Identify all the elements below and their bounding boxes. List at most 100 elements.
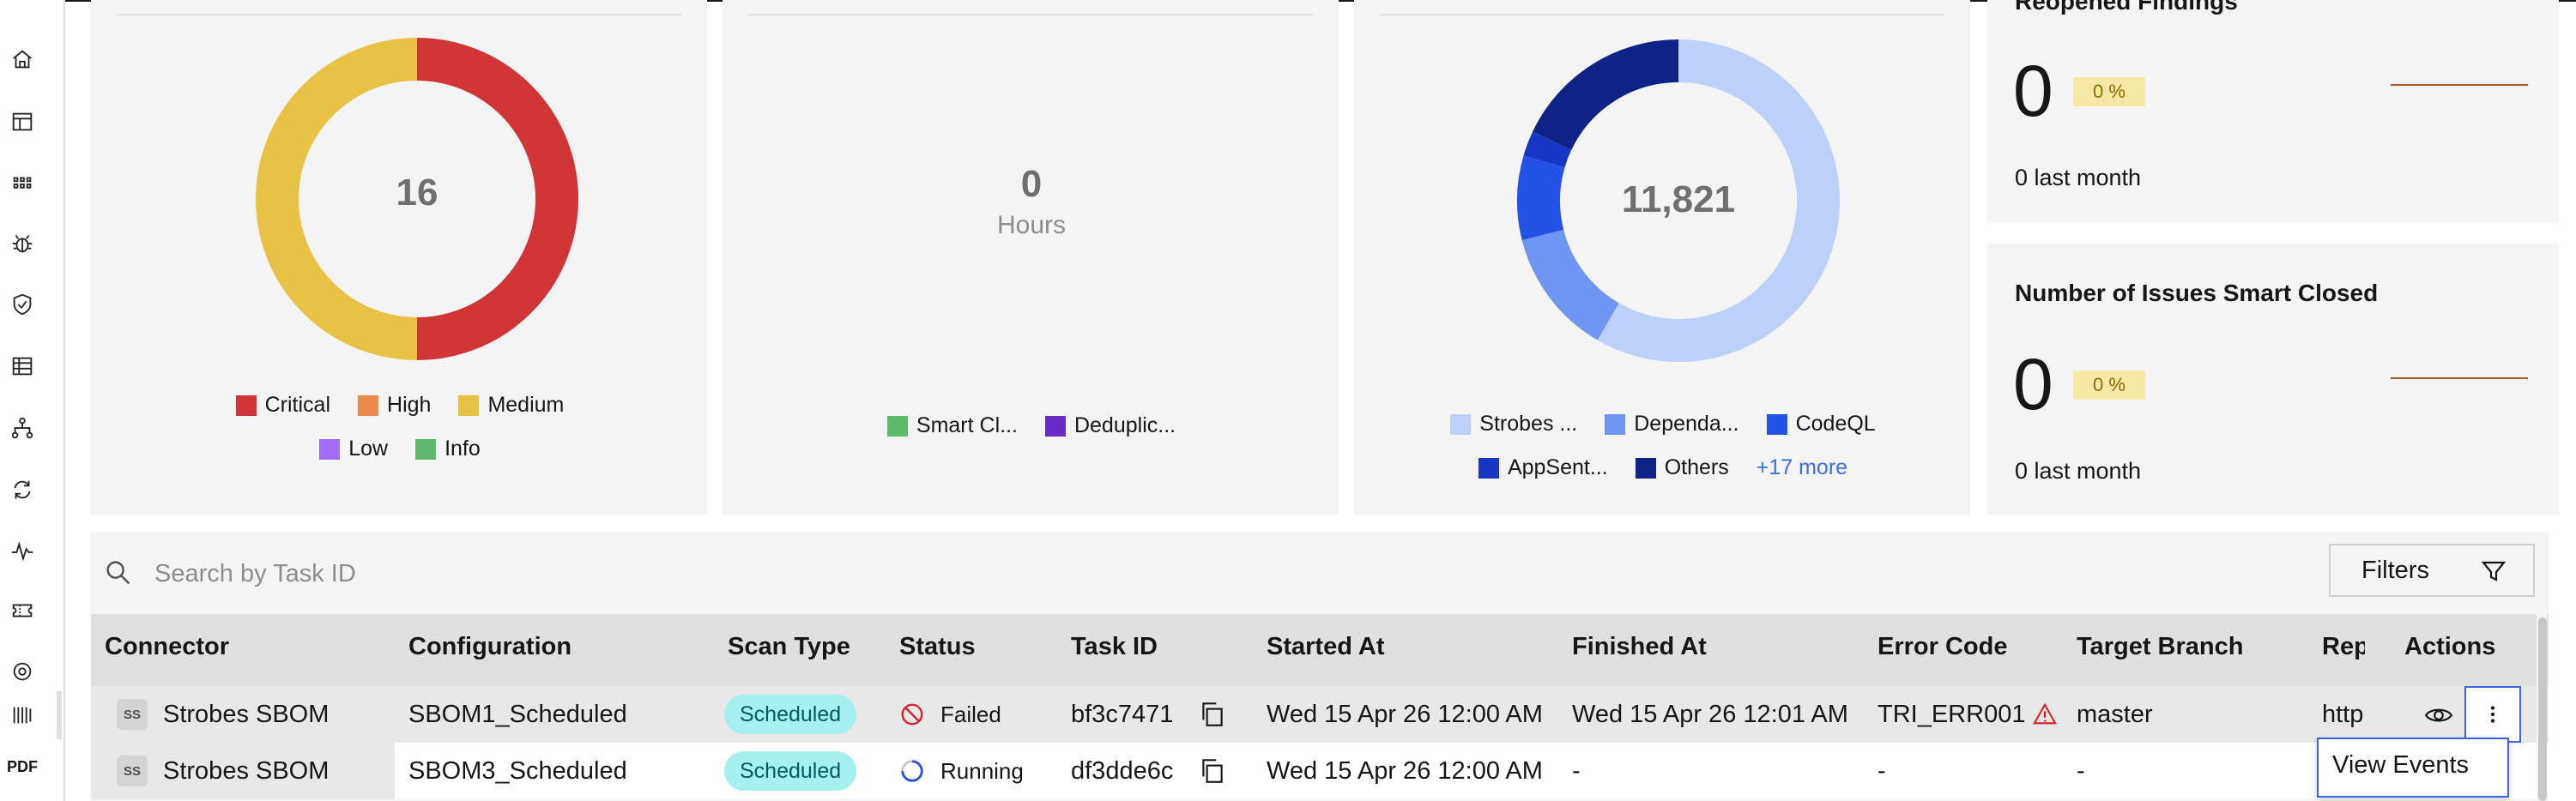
legend-swatch	[358, 394, 379, 416]
ticket-icon[interactable]	[3, 592, 41, 629]
scan-type-cell: Scheduled	[724, 686, 857, 743]
col-error-code[interactable]: Error Code	[1878, 633, 2008, 660]
donut-slice-critical[interactable]	[416, 38, 578, 360]
started-at-cell: Wed 15 Apr 26 12:00 AM	[1267, 700, 1543, 728]
connector-cell: SS Strobes SBOM	[117, 743, 329, 799]
hours-value: 0	[1020, 163, 1043, 205]
scan-type-tag: Scheduled	[724, 695, 857, 734]
legend-item[interactable]: Info	[415, 437, 481, 461]
view-button[interactable]	[2420, 696, 2458, 734]
pdf-export-button[interactable]: PDF	[7, 758, 38, 775]
scan-type-tag: Scheduled	[724, 751, 857, 791]
legend-swatch	[886, 415, 908, 437]
warning-icon[interactable]	[2032, 702, 2058, 727]
legend-item[interactable]: Dependa...	[1605, 412, 1739, 437]
home-icon[interactable]	[3, 40, 41, 78]
smart-closed-card: Number of Issues Smart Closed 0 0 % 0 la…	[1987, 244, 2559, 515]
status-cell: Running	[899, 743, 1024, 799]
kpi-sparkline	[2391, 84, 2528, 86]
overflow-menu-button[interactable]	[2464, 686, 2521, 743]
legend-item[interactable]: CodeQL	[1766, 412, 1876, 437]
legend-item[interactable]: AppSent...	[1478, 455, 1608, 480]
eye-icon	[2424, 708, 2453, 722]
shield-check-icon[interactable]	[3, 286, 41, 323]
legend-swatch	[415, 438, 437, 460]
col-target-branch[interactable]: Target Branch	[2077, 633, 2244, 660]
hours-legend: Smart Cl... Deduplic...	[808, 413, 1255, 457]
filters-label: Filters	[2361, 556, 2429, 584]
legend-item[interactable]: Critical	[235, 393, 330, 418]
dashboard-icon[interactable]	[3, 103, 41, 141]
legend-more-link[interactable]: +17 more	[1756, 455, 1848, 479]
col-rep[interactable]: Rep	[2322, 633, 2365, 660]
sync-settings-icon[interactable]	[3, 471, 41, 509]
overflow-menu: View Events	[2317, 738, 2509, 798]
legend-swatch	[1635, 457, 1656, 479]
legend-item-smart-closed[interactable]: Smart Cl...	[886, 413, 1018, 438]
copy-icon[interactable]	[1198, 700, 1227, 729]
scan-target-icon[interactable]	[3, 653, 41, 690]
card-divider	[748, 14, 1313, 15]
donut-slice-others[interactable]	[1533, 39, 1679, 151]
donut-slice-medium[interactable]	[256, 38, 418, 360]
col-scan-type[interactable]: Scan Type	[728, 633, 850, 660]
legend-item[interactable]: Strobes ...	[1450, 412, 1577, 437]
kpi-title: Number of Issues Smart Closed	[2015, 280, 2379, 306]
activity-pulse-icon[interactable]	[3, 532, 41, 569]
legend-item[interactable]: Others	[1635, 455, 1729, 480]
table-icon[interactable]	[3, 347, 41, 385]
finished-at-cell: -	[1572, 756, 1581, 785]
rep-cell[interactable]: http	[2322, 700, 2364, 728]
table-row[interactable]: SS Strobes SBOM SBOM3_Scheduled Schedule…	[91, 743, 2549, 799]
overflow-menu-icon	[2490, 706, 2495, 723]
col-connector[interactable]: Connector	[105, 633, 229, 660]
search-icon	[106, 561, 130, 585]
col-configuration[interactable]: Configuration	[408, 633, 572, 660]
legend-item[interactable]: Medium	[458, 393, 564, 418]
network-tree-icon[interactable]	[3, 409, 41, 447]
legend-swatch	[1766, 413, 1787, 435]
donut-slice-strobes[interactable]	[1597, 39, 1840, 362]
kpi-change-badge: 0 %	[2073, 370, 2145, 400]
copy-icon[interactable]	[1198, 756, 1227, 786]
filters-button[interactable]: Filters	[2329, 544, 2535, 597]
report-columns-icon[interactable]	[3, 696, 41, 734]
legend-label: Low	[348, 437, 389, 461]
started-at-cell: Wed 15 Apr 26 12:00 AM	[1267, 756, 1543, 785]
configuration-cell: SBOM3_Scheduled	[408, 756, 627, 785]
col-task-id[interactable]: Task ID	[1071, 633, 1158, 660]
legend-item[interactable]: High	[358, 393, 431, 418]
donut-slice-appsent[interactable]	[1523, 131, 1572, 168]
card-divider	[1380, 14, 1944, 15]
donut-slice-dependa[interactable]	[1521, 229, 1620, 340]
sources-legend: Strobes ... Dependa... CodeQL AppSent... Oth…	[1371, 412, 1955, 499]
search-input[interactable]	[153, 552, 1186, 595]
kpi-change-badge: 0 %	[2073, 77, 2145, 106]
target-branch-cell: master	[2077, 700, 2153, 728]
sources-total: 11,821	[1621, 178, 1736, 220]
severity-chart-card: 16 Critical High Medium Low Info	[91, 0, 707, 515]
bug-icon[interactable]	[3, 225, 41, 262]
donut-slice-codeql[interactable]	[1517, 155, 1565, 241]
table-header: Connector Configuration Scan Type Status…	[91, 614, 2549, 686]
task-id-cell: df3dde6c	[1071, 756, 1174, 785]
col-started-at[interactable]: Started At	[1267, 633, 1385, 660]
table-scrollbar-thumb[interactable]	[2538, 617, 2547, 801]
legend-item[interactable]: Low	[319, 437, 388, 461]
status-label: Running	[940, 757, 1024, 784]
connector-name: Strobes SBOM	[163, 700, 330, 728]
table-row[interactable]: SS Strobes SBOM SBOM1_Scheduled Schedule…	[91, 686, 2549, 743]
legend-item-deduplicated[interactable]: Deduplic...	[1044, 413, 1176, 438]
col-status[interactable]: Status	[899, 633, 976, 660]
menu-item-view-events[interactable]: View Events	[2332, 751, 2470, 779]
col-finished-at[interactable]: Finished At	[1572, 633, 1707, 660]
apps-grid-icon[interactable]	[3, 166, 41, 203]
scan-type-cell: Scheduled	[724, 743, 857, 799]
legend-label: CodeQL	[1795, 412, 1876, 436]
hours-card: 0 Hours Smart Cl... Deduplic...	[723, 0, 1339, 515]
kpi-value: 0	[2013, 344, 2053, 425]
running-status-icon	[901, 760, 923, 782]
failed-status-icon	[901, 703, 923, 726]
severity-legend: Critical High Medium Low Info	[177, 393, 623, 480]
legend-swatch	[235, 394, 257, 416]
